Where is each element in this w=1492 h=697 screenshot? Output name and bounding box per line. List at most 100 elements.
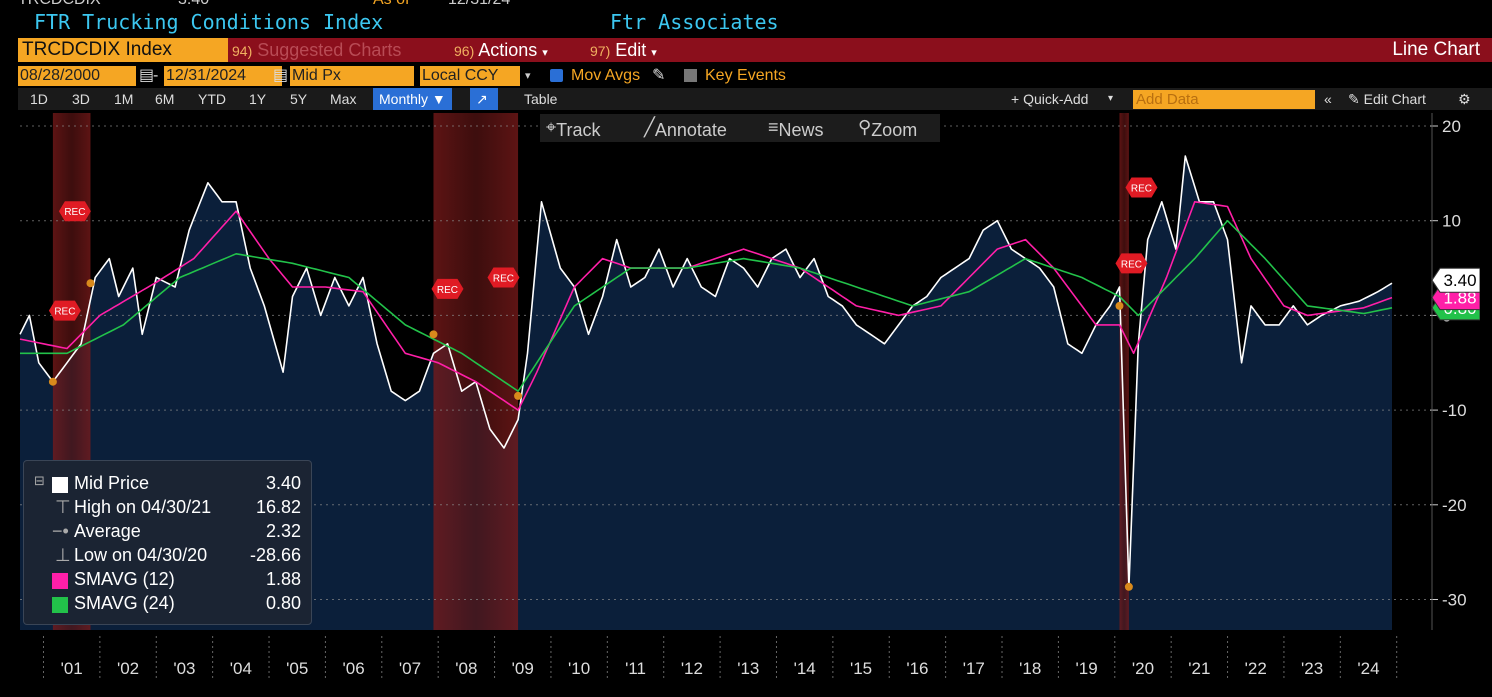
- mov-avgs-checkbox[interactable]: [550, 69, 563, 82]
- zoom-tool[interactable]: ⚲ Zoom: [858, 117, 918, 140]
- y-tick-label: 20: [1442, 117, 1461, 136]
- recession-label: REC: [64, 207, 85, 218]
- recession-marker: [487, 267, 520, 288]
- y-tick-label: 10: [1442, 212, 1461, 231]
- edit-num: 97): [590, 43, 611, 59]
- recession-marker: [58, 201, 91, 222]
- x-tick-label: '18: [1019, 659, 1041, 678]
- main-toolbar: TRCDCDIX Index 94) Suggested Charts 96) …: [18, 38, 1492, 62]
- average-marker-icon: −•: [52, 521, 69, 541]
- x-tick-label: '03: [173, 659, 195, 678]
- range-max[interactable]: Max: [330, 91, 357, 107]
- x-tick-label: '01: [61, 659, 83, 678]
- edit-chart-button[interactable]: ✎ Edit Chart: [1348, 91, 1426, 107]
- event-dot: [1124, 582, 1133, 591]
- ticker-short: TRCDCDIX: [18, 0, 101, 9]
- frequency-select[interactable]: Monthly ▼: [373, 88, 452, 110]
- legend-name: SMAVG (24): [74, 593, 175, 613]
- x-tick-label: '21: [1188, 659, 1210, 678]
- quick-add-caret-icon[interactable]: ▾: [1108, 93, 1114, 104]
- edit-chart-label: Edit Chart: [1363, 91, 1426, 107]
- price-area-fill: [20, 156, 1392, 630]
- recession-label: REC: [493, 274, 514, 285]
- track-tool[interactable]: ⌖ Track: [546, 117, 601, 140]
- legend-swatch: [52, 573, 68, 589]
- key-events-checkbox[interactable]: [684, 69, 697, 82]
- range-1d[interactable]: 1D: [30, 91, 48, 107]
- asof-date: 12/31/24: [448, 0, 510, 9]
- frequency-label: Monthly: [379, 91, 429, 107]
- chart-legend[interactable]: ⊟ Mid Price 3.40 ⊤ High on 04/30/21 16.8…: [23, 460, 312, 625]
- zoom-label: Zoom: [871, 120, 918, 140]
- x-tick-label: '06: [343, 659, 365, 678]
- range-5y[interactable]: 5Y: [290, 91, 308, 107]
- range-3d[interactable]: 3D: [72, 91, 90, 107]
- x-axis-band: [20, 634, 1410, 682]
- legend-row: SMAVG (24) 0.80: [24, 593, 311, 617]
- legend-row: ⊥ Low on 04/30/20 -28.66: [24, 545, 311, 569]
- date-separator: -: [153, 67, 159, 84]
- start-date-field[interactable]: 08/28/2000: [18, 66, 136, 86]
- news-tool[interactable]: ≡ News: [768, 117, 824, 140]
- calendar-icon[interactable]: ▤: [273, 67, 289, 84]
- legend-row: Mid Price 3.40: [24, 473, 311, 497]
- line-chart-icon[interactable]: ↗: [470, 88, 498, 110]
- mov-avgs-label[interactable]: Mov Avgs: [571, 67, 641, 84]
- gear-icon[interactable]: ⚙: [1458, 91, 1471, 107]
- x-tick-label: '11: [625, 659, 646, 678]
- key-events-label[interactable]: Key Events: [705, 67, 786, 84]
- legend-swatch: [52, 597, 68, 613]
- legend-value: 0.80: [265, 593, 301, 613]
- event-dot: [48, 377, 57, 386]
- range-6m[interactable]: 6M: [155, 91, 175, 107]
- legend-value: 16.82: [255, 497, 301, 517]
- quick-add-button[interactable]: + Quick-Add: [1011, 91, 1089, 107]
- series-line: [19, 155, 1393, 588]
- event-dot: [86, 279, 95, 288]
- asof-label: As of: [373, 0, 409, 9]
- table-button[interactable]: Table: [524, 91, 558, 107]
- range-1y[interactable]: 1Y: [249, 91, 267, 107]
- x-tick-label: '14: [794, 659, 816, 678]
- end-date-field[interactable]: 12/31/2024: [164, 66, 282, 86]
- annotate-label: Annotate: [654, 120, 727, 140]
- edit-label: Edit: [615, 40, 647, 60]
- pencil-icon[interactable]: ✎: [652, 67, 666, 84]
- date-toolbar: 08/28/2000 ▤ - 12/31/2024 ▤ Mid Px Local…: [18, 66, 1492, 86]
- legend-value: -28.66: [249, 545, 301, 565]
- x-tick-label: '16: [906, 659, 928, 678]
- actions-button[interactable]: 96) Actions ▾: [454, 38, 548, 62]
- recession-marker: [1125, 177, 1158, 198]
- add-data-input[interactable]: Add Data: [1133, 90, 1315, 109]
- edit-button[interactable]: 97) Edit ▾: [590, 38, 657, 62]
- recession-label: REC: [1131, 184, 1152, 195]
- chart-type-label[interactable]: Line Chart: [1392, 39, 1480, 60]
- recession-marker: [1115, 253, 1148, 274]
- x-tick-label: '23: [1301, 659, 1323, 678]
- recession-label: REC: [54, 307, 75, 318]
- annotate-tool[interactable]: ╱ Annotate: [644, 117, 727, 140]
- field-select[interactable]: Mid Px: [290, 66, 414, 86]
- x-tick-label: '15: [850, 659, 872, 678]
- event-dot: [1115, 301, 1124, 310]
- x-tick-label: '04: [230, 659, 252, 678]
- x-tick-label: '07: [399, 659, 421, 678]
- x-tick-label: '22: [1245, 659, 1267, 678]
- recession-label: REC: [437, 285, 458, 296]
- calendar-icon[interactable]: ▤: [139, 67, 155, 84]
- currency-caret-icon[interactable]: ▾: [525, 70, 531, 82]
- suggested-charts-button[interactable]: 94) Suggested Charts: [232, 38, 401, 62]
- range-1m[interactable]: 1M: [114, 91, 134, 107]
- collapse-icon[interactable]: «: [1324, 91, 1332, 107]
- legend-name: SMAVG (12): [74, 569, 175, 589]
- currency-select[interactable]: Local CCY: [420, 66, 520, 86]
- x-tick-label: '17: [963, 659, 985, 678]
- x-tick-label: '09: [512, 659, 534, 678]
- axis-value-text: 1.88: [1443, 289, 1476, 308]
- range-ytd[interactable]: YTD: [198, 91, 226, 107]
- ticker-field[interactable]: TRCDCDIX Index: [18, 38, 228, 62]
- collapse-legend-icon[interactable]: ⊟: [34, 473, 45, 488]
- event-dot: [514, 391, 523, 400]
- actions-num: 96): [454, 43, 475, 59]
